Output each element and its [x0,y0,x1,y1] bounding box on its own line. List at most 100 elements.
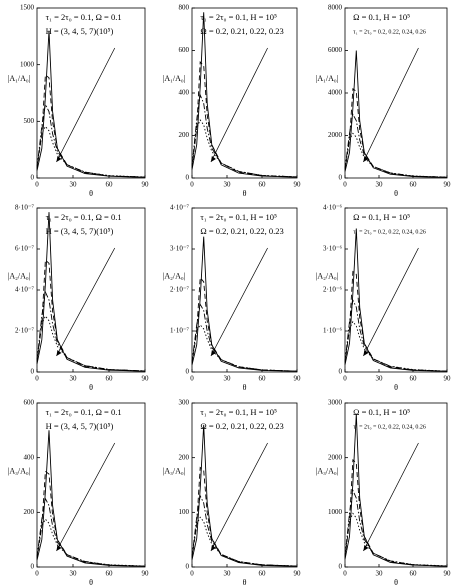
y-axis-label: |A₁/A₀| [8,74,31,83]
y-axis-label: |A₃/A₀| [8,467,31,476]
x-tick-label: 90 [294,570,302,578]
y-tick-label: 0 [186,368,190,376]
y-tick-label: 4·10⁻⁷ [170,204,190,212]
annotation: τ₁ = 2τ₀ = 0.1, H = 10⁵ [200,12,277,22]
arrow-head [363,156,369,162]
arrow-head [56,545,62,551]
y-tick-label: 0 [339,174,343,182]
x-tick-label: 30 [70,375,78,383]
arrow-head [210,350,216,356]
y-tick-label: 1000 [20,60,35,68]
curve [191,516,298,567]
y-axis-label: |A₂/A₀| [316,272,339,281]
y-tick-label: 6000 [328,46,343,54]
annotation: Ω = 0.2, 0.21, 0.22, 0.23 [200,26,283,36]
x-tick-label: 60 [106,570,114,578]
arrow-head [210,156,216,162]
x-axis-label: θ [243,189,247,198]
x-tick-label: 60 [410,570,418,578]
x-tick-label: 60 [106,181,114,189]
y-axis-label: |A₂/A₀| [163,272,186,281]
x-axis-label: θ [89,189,93,198]
x-axis-label: θ [243,578,247,587]
x-tick-label: 90 [444,375,452,383]
y-tick-label: 200 [179,131,190,139]
y-tick-label: 800 [179,4,190,12]
x-tick-label: 0 [35,570,39,578]
x-tick-label: 30 [224,181,232,189]
arrow [363,247,419,357]
curve [191,424,298,567]
y-tick-label: 200 [179,453,190,461]
arrow [56,247,116,357]
y-tick-label: 3000 [328,399,343,407]
y-tick-label: 1·10⁻⁶ [323,327,343,335]
arrow-head [56,156,62,162]
y-tick-label: 500 [24,117,35,125]
y-tick-label: 2·10⁻⁶ [323,286,343,294]
curve [36,125,146,178]
x-tick-label: 0 [190,375,194,383]
curve [344,50,448,178]
annotation: τ₁ = 2τ₀ = 0.1, Ω = 0.1 [46,407,122,417]
y-tick-label: 0 [339,368,343,376]
y-tick-label: 300 [179,399,190,407]
annotation: H = (3, 4, 5, 7)(10⁵) [46,226,114,236]
y-axis-label: |A₁/A₀| [316,74,339,83]
y-tick-label: 2000 [328,131,343,139]
x-tick-label: 90 [294,181,302,189]
arrow [56,47,116,163]
y-tick-label: 8·10⁻⁷ [15,204,35,212]
y-tick-label: 1000 [328,508,343,516]
arrow-head [210,545,216,551]
y-axis-label: |A₃/A₀| [316,467,339,476]
curve [191,93,298,178]
x-axis-label: θ [243,383,247,392]
x-tick-label: 90 [142,375,150,383]
y-tick-label: 4·10⁻⁷ [15,286,35,294]
curve [344,458,448,567]
curve [344,512,448,567]
curve [36,30,146,178]
y-tick-label: 0 [186,174,190,182]
curve [344,112,448,178]
curve [36,212,146,372]
x-tick-label: 30 [224,570,232,578]
annotation: Ω = 0.1, H = 10⁵ [353,12,410,22]
x-tick-label: 90 [142,570,150,578]
arrow [210,247,268,357]
annotation: Ω = 0.2, 0.21, 0.22, 0.23 [200,421,283,431]
x-axis-label: θ [89,578,93,587]
curve [191,324,298,372]
y-tick-label: 200 [24,508,35,516]
y-tick-label: 8000 [328,4,343,12]
curve [344,320,448,372]
plot-frame [344,402,448,568]
arrow [363,47,419,163]
y-axis-label: |A₂/A₀| [8,272,31,281]
x-tick-label: 0 [35,375,39,383]
arrow [210,442,268,552]
curve [344,488,448,567]
annotation: H = (3, 4, 5, 7)(10⁵) [46,26,114,36]
curve [344,413,448,567]
annotation: τ₁ = 2τ₀ = 0.1, H = 10⁵ [200,212,277,222]
x-tick-label: 60 [259,181,267,189]
annotation: Ω = 0.2, 0.21, 0.22, 0.23 [200,226,283,236]
y-tick-label: 100 [179,508,190,516]
x-tick-label: 90 [444,570,452,578]
annotation: Ω = 0.1, H = 10⁵ [353,407,410,417]
x-tick-label: 60 [410,375,418,383]
curve [36,74,146,178]
x-tick-label: 0 [190,570,194,578]
y-tick-label: 400 [24,453,35,461]
y-tick-label: 4000 [328,89,343,97]
annotation: τ₁ = 2τ₀ = 0.1, Ω = 0.1 [46,212,122,222]
y-tick-label: 1500 [20,4,35,12]
x-tick-label: 0 [343,570,347,578]
curve [344,228,448,372]
x-tick-label: 60 [259,375,267,383]
y-tick-label: 0 [31,368,35,376]
annotation: τ₁ = 2τ₀ = 0.2, 0.22, 0.24, 0.26 [353,424,426,430]
